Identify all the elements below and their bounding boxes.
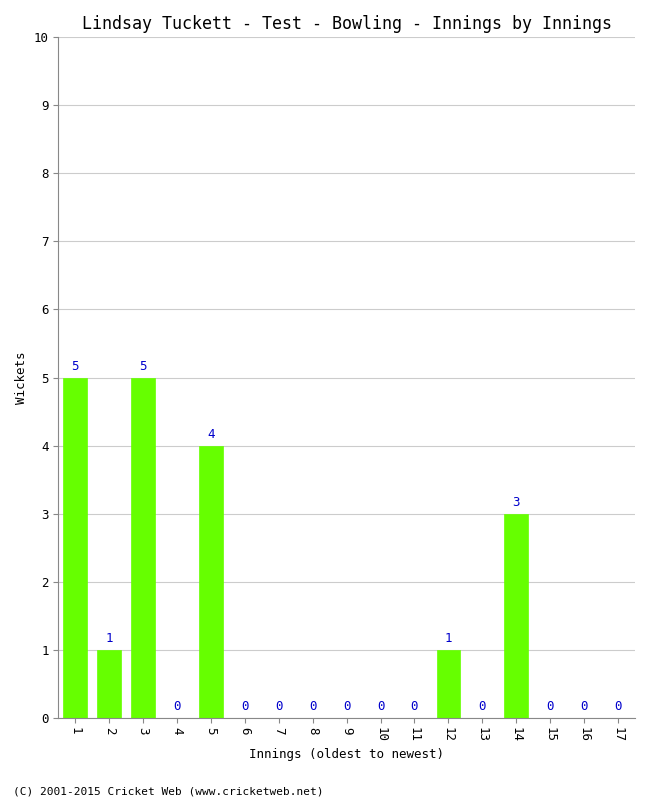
Text: 5: 5 [72,360,79,373]
Bar [131,378,155,718]
Text: 0: 0 [275,700,283,713]
Text: 4: 4 [207,428,214,441]
Text: 5: 5 [139,360,147,373]
Text: 0: 0 [547,700,554,713]
Text: 1: 1 [445,632,452,645]
Bar [63,378,87,718]
Text: (C) 2001-2015 Cricket Web (www.cricketweb.net): (C) 2001-2015 Cricket Web (www.cricketwe… [13,786,324,796]
Text: 1: 1 [105,632,113,645]
Bar [98,650,121,718]
X-axis label: Innings (oldest to newest): Innings (oldest to newest) [249,748,444,761]
Text: 0: 0 [614,700,622,713]
Text: 0: 0 [377,700,384,713]
Bar [199,446,223,718]
Text: 0: 0 [580,700,588,713]
Text: 0: 0 [411,700,418,713]
Text: 3: 3 [512,496,520,509]
Text: 0: 0 [174,700,181,713]
Bar [437,650,460,718]
Bar [504,514,528,718]
Text: 0: 0 [309,700,317,713]
Text: 0: 0 [478,700,486,713]
Text: 0: 0 [241,700,248,713]
Y-axis label: Wickets: Wickets [15,351,28,404]
Text: 0: 0 [343,700,350,713]
Title: Lindsay Tuckett - Test - Bowling - Innings by Innings: Lindsay Tuckett - Test - Bowling - Innin… [82,15,612,33]
